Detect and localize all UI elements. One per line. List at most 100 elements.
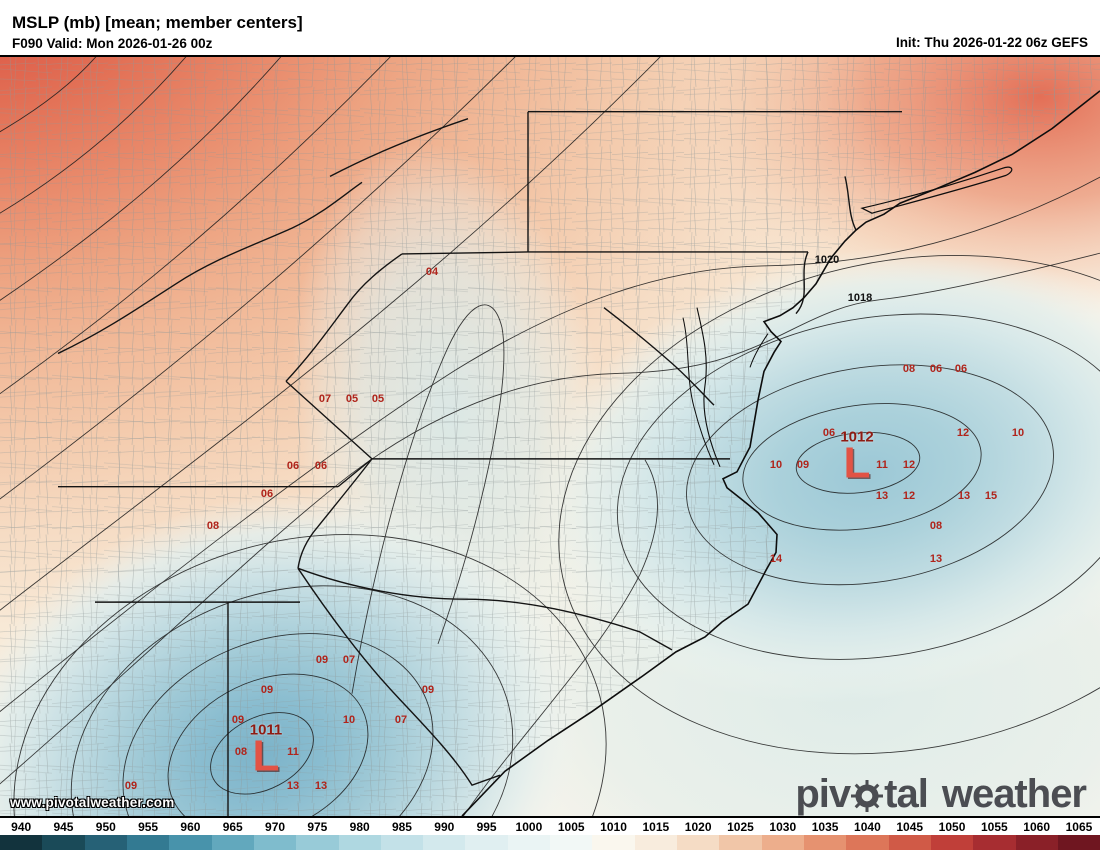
product-title: MSLP (mb) [mean; member centers] xyxy=(12,13,303,33)
colorbar-tick: 1015 xyxy=(642,819,670,834)
member-center-label: 09 xyxy=(796,459,810,471)
member-center-label: 07 xyxy=(318,393,332,405)
colorbar-cell xyxy=(677,835,720,850)
member-center-label: 13 xyxy=(286,780,300,792)
colorbar-cell xyxy=(1015,835,1058,850)
low-pressure-center: 1012 L xyxy=(840,428,874,485)
colorbar-tick: 955 xyxy=(138,819,159,834)
member-center-label: 06 xyxy=(822,427,836,439)
colorbar-cell xyxy=(761,835,804,850)
colorbar-tick: 965 xyxy=(222,819,243,834)
member-center-label: 08 xyxy=(234,746,248,758)
colorbar-cell xyxy=(592,835,635,850)
colorbar-cell xyxy=(1057,835,1100,850)
logo-text-piv: piv xyxy=(795,772,851,816)
county-boundaries xyxy=(0,57,1100,816)
colorbar-tick: 1035 xyxy=(811,819,839,834)
colorbar-tick: 995 xyxy=(476,819,497,834)
low-pressure-value: 1011 xyxy=(249,721,283,739)
member-center-label: 06 xyxy=(314,460,328,472)
member-center-label: 09 xyxy=(260,684,274,696)
member-center-label: 11 xyxy=(876,459,888,471)
member-center-label: 11 xyxy=(287,746,299,758)
contour-lines xyxy=(0,57,1100,816)
colorbar-cell xyxy=(380,835,424,850)
colorbar-cell xyxy=(0,835,43,850)
member-center-label: 07 xyxy=(342,654,356,666)
colorbar-tick: 1025 xyxy=(727,819,754,834)
colorbar-tick: 980 xyxy=(349,819,370,834)
member-center-label: 06 xyxy=(260,488,274,500)
colorbar-cell xyxy=(296,835,339,850)
colorbar-cell xyxy=(84,835,127,850)
colorbar-cell xyxy=(634,835,677,850)
colorbar-tick: 1030 xyxy=(769,819,797,834)
gear-icon xyxy=(851,779,884,812)
colorbar-tick: 970 xyxy=(265,819,286,834)
colorbar: 940 945 950 955 960 965 970 975 980 985 990 995 1000… xyxy=(0,818,1100,850)
colorbar-cell xyxy=(423,835,466,850)
colorbar-tick-row: 940 945 950 955 960 965 970 975 980 985 990 995 1000… xyxy=(0,818,1100,835)
member-center-label: 06 xyxy=(286,460,300,472)
colorbar-cell xyxy=(930,835,974,850)
colorbar-cell xyxy=(550,835,593,850)
colorbar-tick: 1045 xyxy=(896,819,924,834)
colorbar-tick: 975 xyxy=(307,819,328,834)
member-center-label: 04 xyxy=(425,266,439,278)
map-header: MSLP (mb) [mean; member centers] F090 Va… xyxy=(0,0,1100,55)
colorbar-cell xyxy=(973,835,1016,850)
colorbar-tick: 950 xyxy=(95,819,116,834)
colorbar-cell xyxy=(42,835,85,850)
logo-text-weather: weather xyxy=(941,772,1087,816)
member-center-label: 06 xyxy=(954,363,968,375)
pressure-field-map xyxy=(0,57,1100,816)
member-center-label: 12 xyxy=(956,427,970,439)
init-time: Init: Thu 2026-01-22 06z GEFS xyxy=(895,35,1088,50)
low-pressure-value: 1012 xyxy=(840,428,874,446)
member-center-label: 13 xyxy=(314,780,328,792)
colorbar-tick: 985 xyxy=(391,819,412,834)
colorbar-tick: 940 xyxy=(11,819,32,834)
member-center-label: 13 xyxy=(957,490,971,502)
colorbar-cell xyxy=(338,835,381,850)
colorbar-tick: 1060 xyxy=(1023,819,1050,834)
low-symbol: L xyxy=(252,731,280,781)
member-center-label: 09 xyxy=(315,654,329,666)
colorbar-cell xyxy=(253,835,297,850)
colorbar-cell xyxy=(719,835,762,850)
member-center-label: 09 xyxy=(124,780,138,792)
state-borders xyxy=(57,111,902,816)
member-center-label: 09 xyxy=(231,714,245,726)
member-center-label: 12 xyxy=(902,490,916,502)
member-center-label: 06 xyxy=(929,363,943,375)
colorbar-cell xyxy=(803,835,847,850)
colorbar-cell xyxy=(126,835,170,850)
colorbar-cell xyxy=(211,835,254,850)
member-center-label: 08 xyxy=(902,363,916,375)
header-left: MSLP (mb) [mean; member centers] F090 Va… xyxy=(12,13,303,51)
colorbar-tick: 990 xyxy=(434,819,455,834)
member-center-label: 09 xyxy=(421,684,435,696)
colorbar-tick: 1005 xyxy=(557,819,585,834)
colorbar-tick: 945 xyxy=(53,819,74,834)
colorbar-tick: 1010 xyxy=(600,819,627,834)
map-canvas: 1020 1018 04 07 05 05 06 06 06 08 08 06 06 06 12 10 10 0… xyxy=(0,55,1100,818)
colorbar-cell xyxy=(846,835,889,850)
colorbar-cell-row xyxy=(0,835,1100,850)
member-center-label: 15 xyxy=(984,490,998,502)
low-pressure-center: 1011 L xyxy=(249,721,283,781)
contour-label: 1020 xyxy=(814,254,840,266)
member-center-label: 05 xyxy=(345,393,359,405)
member-center-label: 13 xyxy=(929,553,943,565)
member-center-label: 08 xyxy=(206,520,220,532)
colorbar-tick: 1040 xyxy=(854,819,881,834)
member-center-label: 13 xyxy=(875,490,889,502)
logo-text-tal: tal xyxy=(884,772,929,816)
colorbar-tick: 1055 xyxy=(980,819,1008,834)
colorbar-cell xyxy=(465,835,508,850)
colorbar-tick: 1000 xyxy=(515,819,543,834)
contour-label: 1018 xyxy=(847,292,873,304)
colorbar-cell xyxy=(169,835,212,850)
pivotal-weather-logo: piv tal weather xyxy=(795,772,1087,816)
